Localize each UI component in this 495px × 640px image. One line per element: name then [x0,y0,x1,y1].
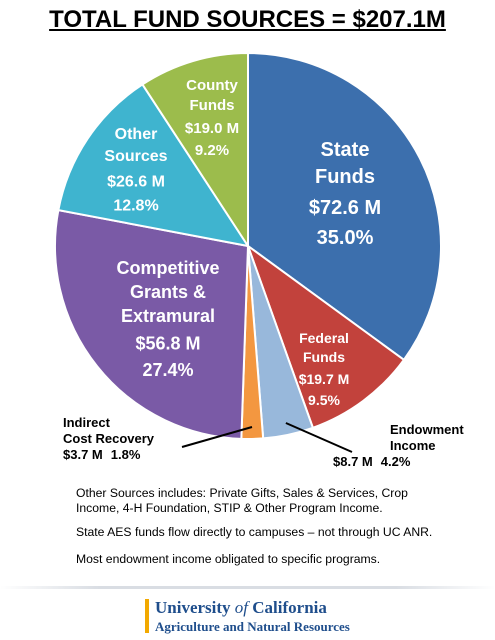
note-endowment: Most endowment income obligated to speci… [76,552,381,566]
slice-amount-state-funds: $72.6 M [309,197,381,219]
slice-value-indirect-cost-recovery: $3.7 M 1.8% [63,447,141,462]
slice-percent-federal-funds: 9.5% [308,392,340,408]
logo-accent-bar [145,599,149,633]
pie-chart: State Funds $72.6 M 35.0% Federal Funds $19.7 … [54,51,464,469]
slice-label-competitive-grants-extramural-0: Competitive [116,258,219,278]
slice-percent-county-funds: 9.2% [195,142,229,159]
logo-division-name: Agriculture and Natural Resources [155,619,350,634]
slice-label-endowment-income-1: Income [390,438,436,453]
slice-amount-federal-funds: $19.7 M [299,371,350,387]
slice-amount-competitive-grants-extramural: $56.8 M [135,334,200,354]
slice-label-state-funds-1: Funds [315,166,375,188]
pie-slice-competitive-grants-extramural [54,208,250,440]
slice-label-state-funds-0: State [321,139,370,161]
slice-amount-county-funds: $19.0 M [185,120,239,137]
page-title: TOTAL FUND SOURCES = $207.1M [49,6,446,33]
slice-label-other-sources-0: Other [115,126,158,143]
slice-label-federal-funds-0: Federal [299,330,349,346]
slice-amount-indirect-cost-recovery: $3.7 M [63,447,103,462]
note-state-funds: State AES funds flow directly to campuse… [76,525,433,539]
pie-slice-other-sources [57,83,251,248]
slice-label-county-funds-0: County [186,77,238,94]
slice-label-indirect-cost-recovery-1: Cost Recovery [63,431,155,446]
slice-label-indirect-cost-recovery-0: Indirect [63,415,111,430]
slice-percent-competitive-grants-extramural: 27.4% [142,360,193,380]
footer-divider [0,586,495,589]
slice-label-federal-funds-1: Funds [303,349,345,365]
slice-percent-other-sources: 12.8% [113,198,158,215]
slice-label-county-funds-1: Funds [190,97,235,114]
logo-university-name: University of California [155,598,327,617]
pie-slice-federal-funds [245,243,406,430]
leader-line-indirect-cost-recovery [181,426,253,448]
slice-percent-state-funds: 35.0% [317,227,374,249]
slice-amount-endowment-income: $8.7 M [333,454,373,469]
pie-slice-county-funds [141,51,249,250]
leader-line-endowment-income [285,422,353,453]
slice-percent-endowment-income: 4.2% [381,454,411,469]
slice-label-competitive-grants-extramural-1: Grants & [130,282,206,302]
slice-label-competitive-grants-extramural-2: Extramural [121,306,215,326]
slice-amount-other-sources: $26.6 M [107,173,165,190]
slice-value-endowment-income: $8.7 M 4.2% [333,454,411,469]
slice-percent-indirect-cost-recovery: 1.8% [111,447,141,462]
pie-slice-state-funds [247,51,442,362]
note-other-sources: Other Sources includes: Private Gifts, S… [76,486,408,515]
slice-label-other-sources-1: Sources [104,148,167,165]
slice-label-endowment-income-0: Endowment [390,422,464,437]
